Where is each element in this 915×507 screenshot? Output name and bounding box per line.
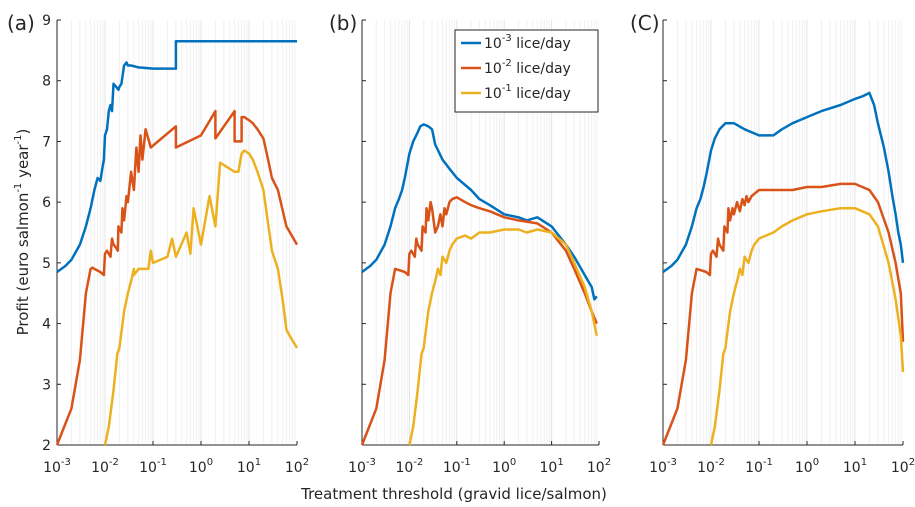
x-tick-label-exp: -2: [413, 457, 423, 468]
legend-entry-exp: -1: [502, 83, 512, 94]
x-tick-label-exp: 1: [557, 457, 563, 468]
legend-entry-text: lice/day: [512, 36, 571, 52]
x-tick-label-exp: 0: [207, 457, 213, 468]
x-tick-label-exp: -1: [763, 457, 773, 468]
x-tick-label-base: 10: [795, 460, 813, 476]
x-tick-label-base: 10: [348, 460, 366, 476]
x-tick-label-exp: 0: [813, 457, 819, 468]
x-tick-label-base: 10: [697, 460, 715, 476]
x-tick-label: 10-1: [443, 457, 471, 476]
legend-entry: 10-3 lice/day: [484, 33, 571, 52]
x-tick-label-base: 10: [43, 460, 61, 476]
series-line-2: [360, 196, 598, 446]
y-tick-label: 4: [42, 317, 51, 333]
grid-lines: [662, 20, 902, 445]
x-tick-label: 102: [285, 457, 309, 476]
x-tick-label: 10-1: [139, 457, 167, 476]
series-line-1: [662, 91, 905, 274]
x-tick-label-exp: 0: [510, 457, 516, 468]
x-tick-label: 102: [587, 457, 611, 476]
x-tick-label-exp: -2: [109, 457, 119, 468]
legend-entry-exp: -3: [502, 33, 512, 44]
y-tick-label: 5: [42, 256, 51, 272]
y-axis-label-exp: -1: [13, 134, 24, 144]
x-tick-label: 102: [891, 457, 915, 476]
x-tick-label-exp: -3: [667, 457, 677, 468]
panel-3: 10-3 10-2 10-1 100 101 102(C): [630, 11, 915, 476]
x-axis-label: Treatment threshold (gravid lice/salmon): [300, 485, 607, 503]
x-tick-label-base: 10: [492, 460, 510, 476]
panel-label: (b): [329, 11, 357, 35]
series-line-1: [361, 123, 598, 301]
x-tick-label: 100: [189, 457, 213, 476]
x-tick-label-base: 10: [587, 460, 605, 476]
x-tick-label-exp: 2: [909, 457, 915, 468]
x-tick-label-exp: 1: [255, 457, 261, 468]
y-axis-label-base: Profit (euro salmon: [14, 193, 32, 336]
y-axis-label-exp: -1: [13, 183, 24, 193]
y-axis-label: Profit (euro salmon-1 year-1): [13, 129, 32, 336]
x-tick-label-exp: 1: [861, 457, 867, 468]
x-tick-label-base: 10: [395, 460, 413, 476]
x-tick-label: 101: [843, 457, 867, 476]
legend-entry-exp: -2: [502, 58, 512, 69]
x-tick-label: 100: [492, 457, 516, 476]
series-line-3: [709, 206, 905, 446]
y-tick-label: 6: [42, 195, 51, 211]
x-tick-label: 10-2: [395, 457, 423, 476]
x-tick-label: 101: [237, 457, 261, 476]
x-tick-label-base: 10: [745, 460, 763, 476]
y-axis-label-end: ): [14, 129, 32, 135]
x-tick-label-exp: -2: [715, 457, 725, 468]
x-tick-label: 10-1: [745, 457, 773, 476]
x-tick-label-base: 10: [91, 460, 109, 476]
x-tick-label: 10-3: [649, 457, 677, 476]
x-tick-label: 10-2: [697, 457, 725, 476]
panel-label: (a): [7, 11, 35, 35]
x-tick-label: 10-2: [91, 457, 119, 476]
x-tick-label-base: 10: [649, 460, 667, 476]
series-line-2: [55, 109, 299, 446]
x-tick-label-exp: 2: [303, 457, 309, 468]
y-axis-label-mid: year: [14, 144, 32, 183]
x-tick-label-base: 10: [443, 460, 461, 476]
x-tick-label-base: 10: [189, 460, 207, 476]
y-tick-label: 9: [42, 13, 51, 29]
x-tick-label-exp: -3: [61, 457, 71, 468]
y-tick-label: 7: [42, 134, 51, 150]
series-line-2: [661, 182, 905, 446]
x-tick-label-exp: -1: [157, 457, 167, 468]
legend-entry-base: 10: [484, 36, 502, 52]
x-tick-label-base: 10: [285, 460, 303, 476]
panel-label: (C): [630, 11, 660, 35]
y-tick-label: 2: [42, 438, 51, 454]
x-tick-label-exp: -3: [366, 457, 376, 468]
x-tick-label: 100: [795, 457, 819, 476]
x-tick-label: 101: [539, 457, 563, 476]
x-tick-label-base: 10: [139, 460, 157, 476]
x-tick-label-base: 10: [843, 460, 861, 476]
x-tick-label-base: 10: [539, 460, 557, 476]
legend-entry-base: 10: [484, 61, 502, 77]
legend-entry: 10-1 lice/day: [484, 83, 571, 102]
x-tick-label-exp: -1: [461, 457, 471, 468]
y-tick-label: 8: [42, 74, 51, 90]
y-tick-label: 3: [42, 377, 51, 393]
grid-lines: [56, 20, 296, 445]
series-line-3: [408, 228, 599, 446]
legend-entry-base: 10: [484, 86, 502, 102]
series-line-1: [56, 40, 297, 274]
x-tick-label: 10-3: [348, 457, 376, 476]
legend-entry-text: lice/day: [512, 86, 571, 102]
legend-entry-text: lice/day: [512, 61, 571, 77]
x-tick-label: 10-3: [43, 457, 71, 476]
legend-entry: 10-2 lice/day: [484, 58, 571, 77]
series-line-3: [103, 149, 299, 446]
x-tick-label-exp: 2: [605, 457, 611, 468]
x-tick-label-base: 10: [891, 460, 909, 476]
x-tick-label-base: 10: [237, 460, 255, 476]
